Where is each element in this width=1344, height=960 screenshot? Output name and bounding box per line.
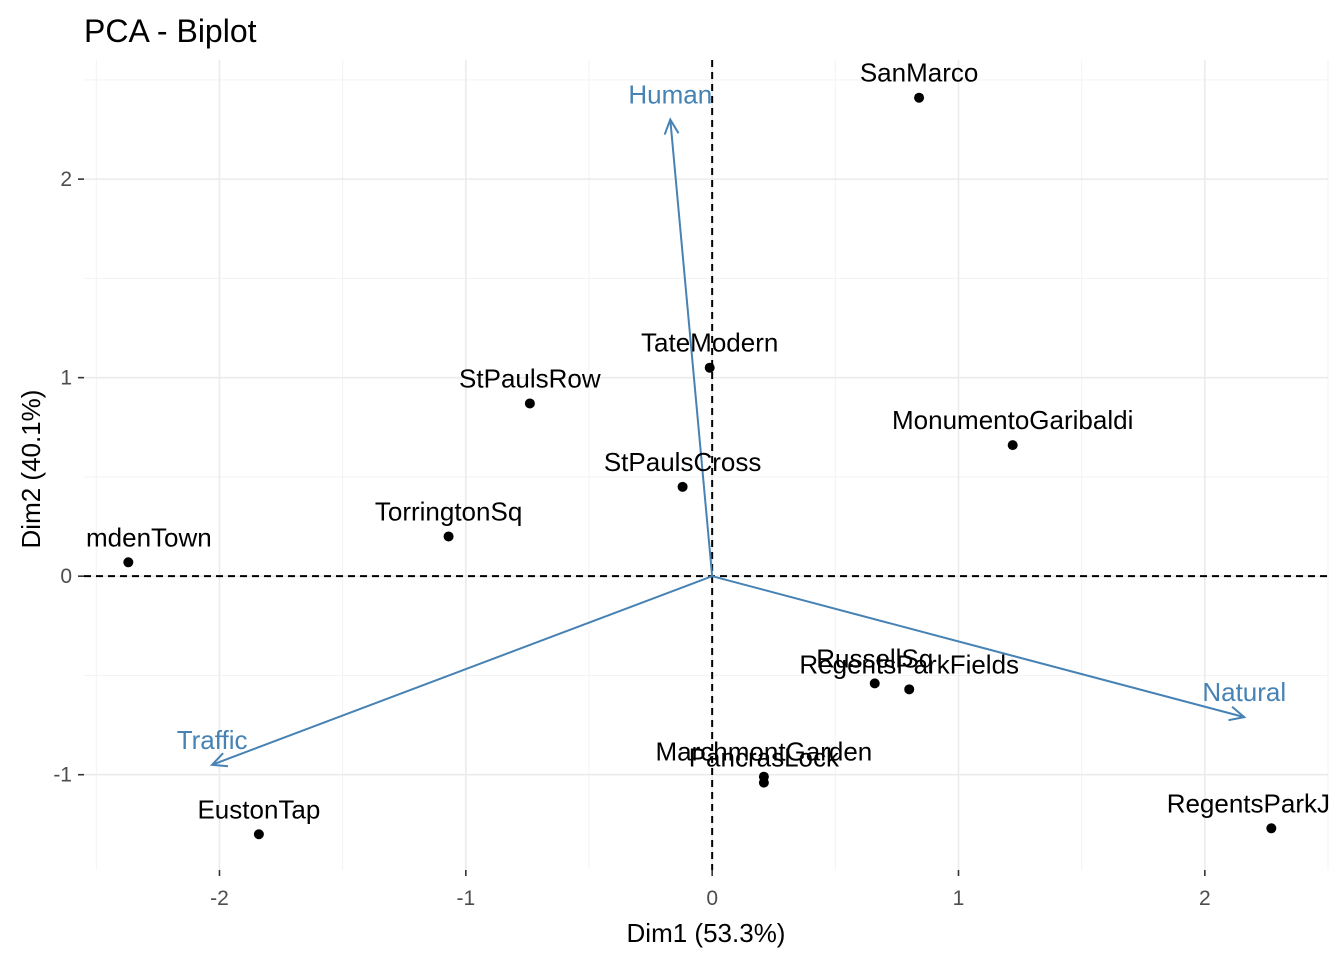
point-eustontap [253,829,264,840]
vector-natural-arrowhead [1228,705,1247,722]
vector-traffic-line [211,575,713,766]
x-tick-label: 0 [706,887,718,910]
x-tick-label: 1 [953,887,965,910]
point-regentsparkfields [904,684,915,695]
vector-traffic-arrowhead [209,752,229,768]
y-tick-label: 0 [60,565,72,588]
point-label-monumentogaribaldi: MonumentoGaribaldi [892,405,1133,435]
point-pancraslock [758,777,769,788]
point-stpaulscross [677,481,688,492]
point-russellsq [869,678,880,689]
vector-natural-line [711,575,1245,719]
point-regentsparkj [1266,823,1277,834]
point-label-regentsparkj: RegentsParkJ [1167,788,1330,818]
point-mdentown [123,557,134,568]
x-axis-title: Dim1 (53.3%) [627,918,786,948]
point-tatemodern [704,362,715,373]
point-label-stpaulsrow: StPaulsRow [459,363,601,393]
point-label-sanmarco: SanMarco [860,58,979,88]
vector-human-arrowhead [663,117,680,135]
point-torringtonsq [443,531,454,542]
point-label-marchmontgarden: MarchmontGarden [656,737,873,767]
point-sanmarco [914,92,925,103]
x-tick-label: -1 [456,887,475,910]
x-tick-label: -2 [210,887,229,910]
point-label-stpaulscross: StPaulsCross [604,447,762,477]
zero-lines [84,60,1328,870]
point-label-pancraslock: PancrasLock [689,743,840,773]
variable-vectors: Human Natural Traffic [177,80,1286,768]
point-label-mdentown: mdenTown [86,522,212,552]
point-monumentogaribaldi [1007,440,1018,451]
y-axis-title: Dim2 (40.1%) [16,390,46,549]
vector-human-label: Human [628,80,712,110]
vector-natural-label: Natural [1202,677,1286,707]
point-label-russellsq: RussellSq [816,643,933,673]
point-label-eustontap: EustonTap [197,794,320,824]
x-axis-ticks: -2 -1 0 1 2 [210,870,1211,910]
point-label-torringtonsq: TorringtonSq [375,496,522,526]
y-tick-label: 2 [60,168,72,191]
y-axis-ticks: -1 0 1 2 [53,168,84,787]
point-label-tatemodern: TateModern [641,328,778,358]
grid [84,60,1329,870]
y-tick-label: 1 [60,367,72,390]
x-tick-label: 2 [1199,887,1211,910]
vector-human-line [669,119,714,577]
vector-traffic-label: Traffic [177,725,248,755]
point-label-regentsparkfields: RegentsParkFields [799,649,1019,679]
y-tick-label: -1 [53,764,72,787]
point-stpaulsrow [524,398,535,409]
chart-title: PCA - Biplot [84,13,257,49]
data-points: SanMarco TateModern StPaulsRow MonumentoGar… [86,58,1330,840]
